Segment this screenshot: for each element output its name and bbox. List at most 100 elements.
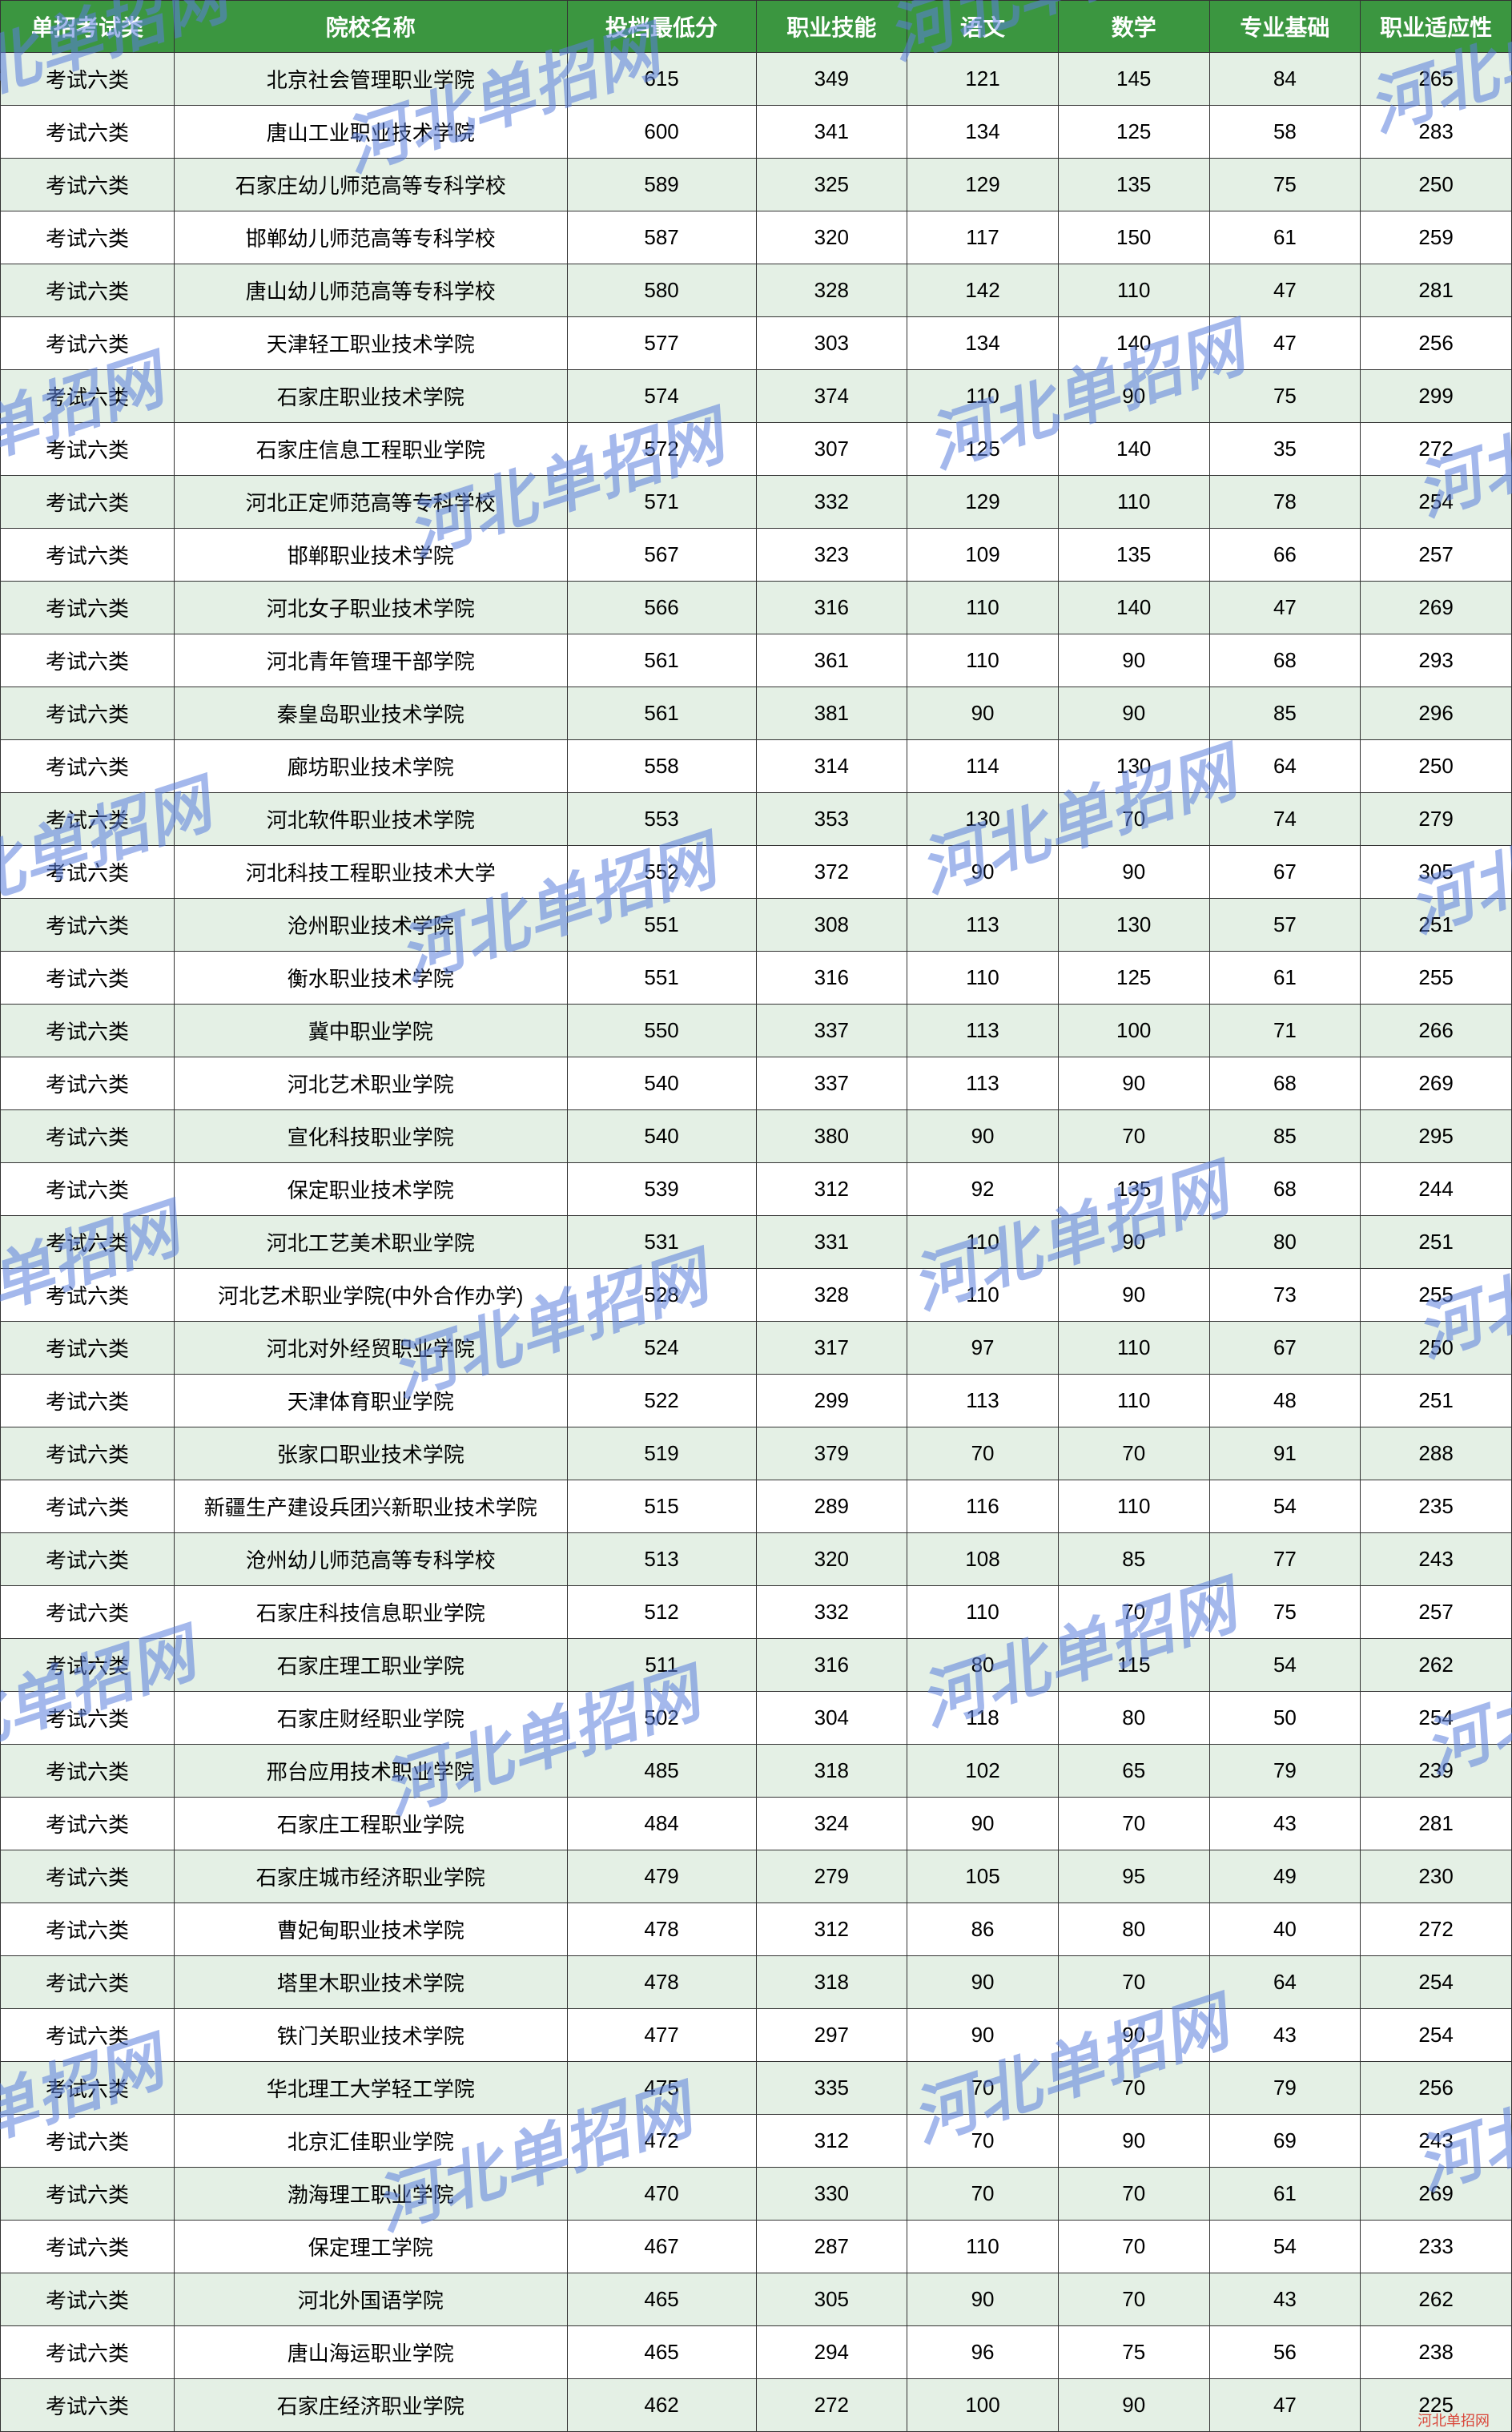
- col-school-name: 院校名称: [175, 1, 568, 53]
- table-cell: 47: [1209, 264, 1361, 317]
- table-cell: 279: [756, 1850, 907, 1903]
- table-cell: 71: [1209, 1005, 1361, 1057]
- table-cell: 80: [1058, 1692, 1209, 1745]
- table-cell: 考试六类: [1, 1057, 175, 1110]
- table-cell: 考试六类: [1, 317, 175, 370]
- table-cell: 257: [1361, 1586, 1512, 1639]
- table-cell: 河北软件职业技术学院: [175, 793, 568, 846]
- table-cell: 80: [1058, 1903, 1209, 1956]
- table-cell: 113: [907, 1005, 1059, 1057]
- table-cell: 97: [907, 1322, 1059, 1375]
- table-cell: 349: [756, 53, 907, 106]
- table-cell: 70: [1058, 1956, 1209, 2009]
- table-cell: 254: [1361, 1956, 1512, 2009]
- table-cell: 269: [1361, 2168, 1512, 2221]
- table-cell: 石家庄科技信息职业学院: [175, 1586, 568, 1639]
- table-cell: 478: [567, 1956, 756, 2009]
- table-cell: 279: [1361, 793, 1512, 846]
- table-cell: 470: [567, 2168, 756, 2221]
- table-cell: 考试六类: [1, 370, 175, 423]
- table-row: 考试六类石家庄科技信息职业学院5123321107075257: [1, 1586, 1512, 1639]
- table-cell: 259: [1361, 211, 1512, 264]
- table-row: 考试六类张家口职业技术学院519379707091288: [1, 1427, 1512, 1480]
- table-cell: 472: [567, 2115, 756, 2168]
- table-row: 考试六类天津轻工职业技术学院57730313414047256: [1, 317, 1512, 370]
- table-cell: 580: [567, 264, 756, 317]
- table-cell: 54: [1209, 2221, 1361, 2273]
- table-cell: 68: [1209, 1057, 1361, 1110]
- table-cell: 130: [1058, 740, 1209, 793]
- table-cell: 90: [907, 1798, 1059, 1850]
- table-cell: 考试六类: [1, 1903, 175, 1956]
- table-row: 考试六类河北软件职业技术学院5533531307074279: [1, 793, 1512, 846]
- table-cell: 石家庄信息工程职业学院: [175, 423, 568, 476]
- table-cell: 48: [1209, 1375, 1361, 1427]
- table-cell: 考试六类: [1, 1639, 175, 1692]
- table-row: 考试六类河北正定师范高等专科学校57133212911078254: [1, 476, 1512, 529]
- table-cell: 90: [1058, 1216, 1209, 1269]
- table-cell: 邯郸幼儿师范高等专科学校: [175, 211, 568, 264]
- table-cell: 61: [1209, 211, 1361, 264]
- table-cell: 90: [1058, 1269, 1209, 1322]
- table-cell: 河北女子职业技术学院: [175, 582, 568, 634]
- table-cell: 318: [756, 1956, 907, 2009]
- table-cell: 312: [756, 2115, 907, 2168]
- table-cell: 考试六类: [1, 1480, 175, 1533]
- table-cell: 84: [1209, 53, 1361, 106]
- table-cell: 230: [1361, 1850, 1512, 1903]
- table-cell: 100: [907, 2379, 1059, 2432]
- table-row: 考试六类华北理工大学轻工学院475335707079256: [1, 2062, 1512, 2115]
- table-cell: 90: [907, 2009, 1059, 2062]
- table-body: 考试六类北京社会管理职业学院61534912114584265考试六类唐山工业职…: [1, 53, 1512, 2432]
- table-cell: 307: [756, 423, 907, 476]
- col-exam-type: 单招考试类: [1, 1, 175, 53]
- table-cell: 293: [1361, 634, 1512, 687]
- table-cell: 524: [567, 1322, 756, 1375]
- table-cell: 北京汇佳职业学院: [175, 2115, 568, 2168]
- table-cell: 266: [1361, 1005, 1512, 1057]
- table-cell: 110: [907, 582, 1059, 634]
- table-cell: 140: [1058, 582, 1209, 634]
- table-cell: 曹妃甸职业技术学院: [175, 1903, 568, 1956]
- table-cell: 考试六类: [1, 582, 175, 634]
- table-cell: 90: [907, 846, 1059, 899]
- table-row: 考试六类河北对外经贸职业学院5243179711067250: [1, 1322, 1512, 1375]
- table-cell: 57: [1209, 899, 1361, 952]
- table-cell: 考试六类: [1, 2168, 175, 2221]
- table-cell: 519: [567, 1427, 756, 1480]
- table-cell: 廊坊职业技术学院: [175, 740, 568, 793]
- table-cell: 251: [1361, 899, 1512, 952]
- table-cell: 125: [1058, 106, 1209, 159]
- table-row: 考试六类铁门关职业技术学院477297909043254: [1, 2009, 1512, 2062]
- table-cell: 250: [1361, 159, 1512, 211]
- table-cell: 380: [756, 1110, 907, 1163]
- table-cell: 考试六类: [1, 1798, 175, 1850]
- table-cell: 566: [567, 582, 756, 634]
- scores-table: 单招考试类 院校名称 投档最低分 职业技能 语文 数学 专业基础 职业适应性 考…: [0, 0, 1512, 2432]
- table-cell: 289: [756, 1480, 907, 1533]
- table-cell: 110: [907, 2221, 1059, 2273]
- table-cell: 考试六类: [1, 1692, 175, 1745]
- table-cell: 69: [1209, 2115, 1361, 2168]
- table-cell: 316: [756, 1639, 907, 1692]
- table-cell: 70: [1058, 1798, 1209, 1850]
- table-cell: 考试六类: [1, 1110, 175, 1163]
- table-cell: 河北青年管理干部学院: [175, 634, 568, 687]
- table-cell: 238: [1361, 2326, 1512, 2379]
- table-cell: 283: [1361, 106, 1512, 159]
- table-cell: 90: [1058, 2379, 1209, 2432]
- table-row: 考试六类北京汇佳职业学院472312709069243: [1, 2115, 1512, 2168]
- col-math: 数学: [1058, 1, 1209, 53]
- table-cell: 47: [1209, 2379, 1361, 2432]
- table-cell: 262: [1361, 2273, 1512, 2326]
- table-row: 考试六类渤海理工职业学院470330707061269: [1, 2168, 1512, 2221]
- table-cell: 70: [1058, 1586, 1209, 1639]
- table-cell: 478: [567, 1903, 756, 1956]
- table-cell: 140: [1058, 423, 1209, 476]
- table-row: 考试六类保定理工学院4672871107054233: [1, 2221, 1512, 2273]
- table-cell: 68: [1209, 634, 1361, 687]
- table-cell: 328: [756, 264, 907, 317]
- table-cell: 135: [1058, 159, 1209, 211]
- table-cell: 110: [1058, 1322, 1209, 1375]
- table-cell: 75: [1209, 370, 1361, 423]
